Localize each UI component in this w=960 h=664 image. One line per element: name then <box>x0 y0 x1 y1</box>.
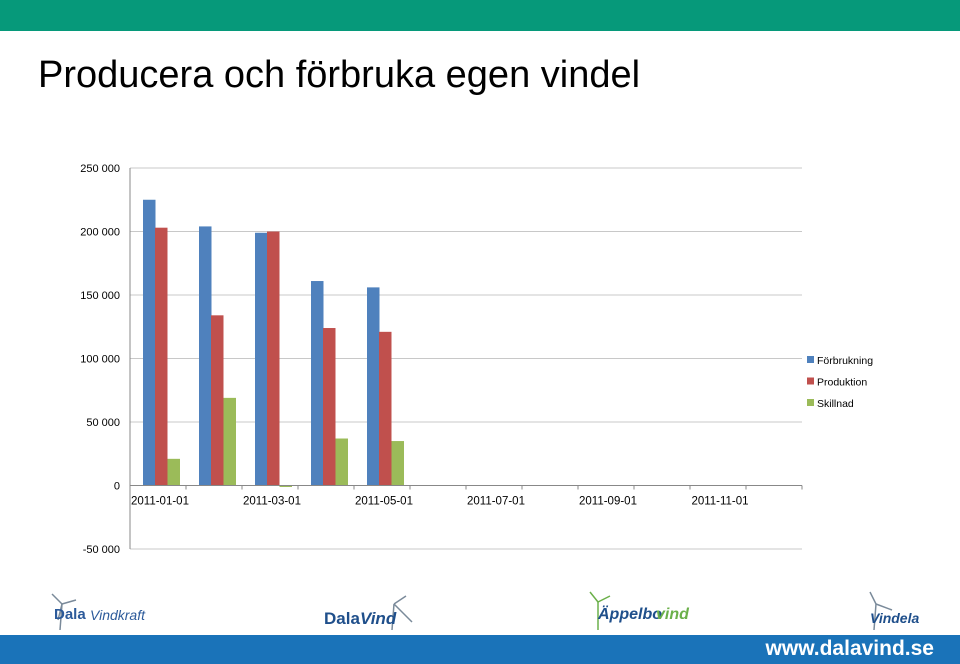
y-tick-label: 250 000 <box>80 163 120 175</box>
legend-label: Förbrukning <box>817 355 873 367</box>
bar <box>279 485 292 487</box>
bar <box>211 315 224 486</box>
x-tick-label: 2011-11-01 <box>691 496 748 508</box>
y-tick-label: -50 000 <box>83 544 120 556</box>
legend-swatch <box>807 399 814 406</box>
y-tick-label: 50 000 <box>86 417 120 429</box>
logo-vindela: Vindela <box>862 590 928 634</box>
bar <box>223 397 236 486</box>
wind-turbine-icon <box>869 591 893 631</box>
logo-appelbo-vind: Äppelbo vind <box>586 590 696 634</box>
logo-text: Vind <box>360 609 397 628</box>
wind-turbine-icon <box>391 595 413 631</box>
x-tick-label: 2011-01-01 <box>131 496 189 508</box>
logo-text: Vindela <box>870 610 920 626</box>
bar <box>267 231 280 486</box>
logo-text: Dala <box>324 609 360 628</box>
bar <box>199 226 212 486</box>
wind-turbine-icon <box>51 593 77 631</box>
logo-text: Äppelbo <box>598 606 662 623</box>
y-tick-label: 150 000 <box>80 290 120 302</box>
y-tick-label: 100 000 <box>80 354 120 366</box>
website-link[interactable]: www.dalavind.se <box>765 637 934 660</box>
x-tick-label: 2011-03-01 <box>243 496 301 508</box>
bar <box>367 287 380 486</box>
logo-dala-vind: Dala Vind <box>322 590 422 634</box>
bar <box>323 328 336 486</box>
footer-bar <box>0 635 960 664</box>
bar <box>155 227 168 486</box>
bar <box>335 438 348 486</box>
x-tick-label: 2011-09-01 <box>579 496 637 508</box>
legend-label: Produktion <box>817 377 867 389</box>
logo-text: Vindkraft <box>90 607 145 623</box>
y-tick-label: 200 000 <box>80 227 120 239</box>
legend-swatch <box>807 356 814 363</box>
bar <box>379 331 392 486</box>
legend-swatch <box>807 377 814 385</box>
x-tick-label: 2011-07-01 <box>467 496 525 508</box>
bar <box>143 199 156 486</box>
bar <box>311 281 324 486</box>
legend-label: Skillnad <box>817 398 854 410</box>
logo-text: Dala <box>54 606 86 623</box>
bar <box>255 232 268 486</box>
wind-turbine-icon <box>589 591 611 630</box>
bar-chart: -50 000 0 50 000 100 000 150 000 200 000 250 0… <box>80 163 873 556</box>
bar <box>391 441 404 486</box>
bar <box>167 458 180 486</box>
top-banner <box>0 0 960 31</box>
slide-title: Producera och förbruka egen vindel <box>38 54 641 96</box>
x-tick-label: 2011-05-01 <box>355 496 413 508</box>
logo-dala-vindkraft: Dala Vindkraft <box>48 590 158 634</box>
footer: Dala Vindkraft Dala Vind Äppelbo vind Vi… <box>0 590 960 664</box>
y-tick-label: 0 <box>114 481 120 493</box>
logo-text: vind <box>656 606 689 623</box>
